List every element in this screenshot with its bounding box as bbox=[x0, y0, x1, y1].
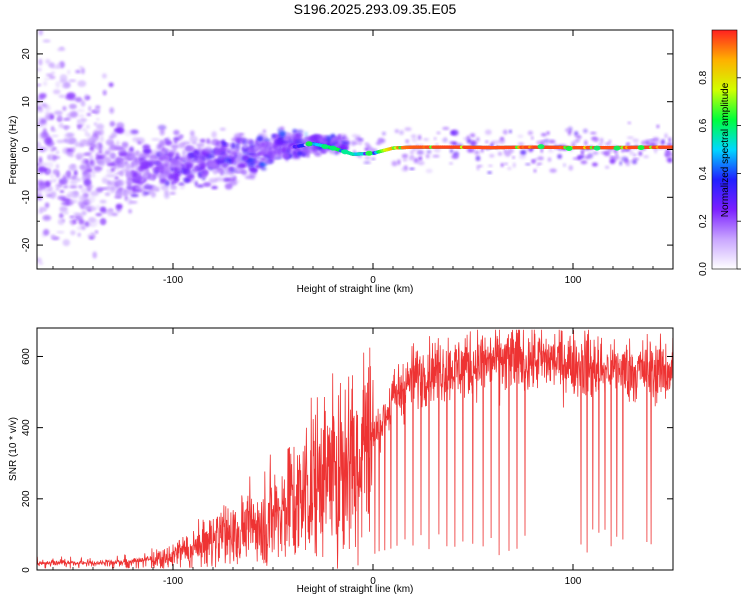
x-tick-label: -100 bbox=[163, 576, 183, 587]
spectrogram-xlabel: Height of straight line (km) bbox=[297, 284, 414, 295]
y-tick-label: 600 bbox=[21, 348, 32, 365]
spectrogram-ridge bbox=[290, 141, 673, 156]
chart-title: S196.2025.293.09.35.E05 bbox=[293, 1, 457, 17]
colorbar-tick-label: 0.2 bbox=[698, 214, 709, 228]
colorbar-frame bbox=[711, 29, 738, 270]
y-tick-label: -20 bbox=[21, 237, 32, 252]
x-tick-label: 0 bbox=[370, 275, 376, 286]
y-tick-label: 0 bbox=[21, 146, 32, 152]
colorbar-tick-label: 0.0 bbox=[698, 262, 709, 276]
snr-panel: -100 0 100 0 200 400 600 Height of straight li… bbox=[8, 327, 674, 595]
colorbar-tick-label: 0.4 bbox=[698, 166, 709, 180]
snr-xlabel: Height of straight line (km) bbox=[297, 584, 414, 595]
y-tick-label: 10 bbox=[21, 96, 32, 108]
spectrogram-ylabel: Frequency (Hz) bbox=[8, 116, 19, 185]
snr-series-line bbox=[37, 329, 673, 569]
snr-ticks: -100 0 100 0 200 400 600 bbox=[21, 328, 674, 587]
x-tick-label: 0 bbox=[370, 576, 376, 587]
colorbar-gradient bbox=[712, 30, 737, 269]
colorbar-ticks: 0.0 0.2 0.4 0.6 0.8 bbox=[698, 70, 741, 276]
x-tick-label: 100 bbox=[565, 275, 582, 286]
x-tick-label: -100 bbox=[163, 275, 183, 286]
snr-ylabel: SNR (10 * v/v) bbox=[8, 417, 19, 481]
y-tick-label: 200 bbox=[21, 490, 32, 507]
y-tick-label: 400 bbox=[21, 419, 32, 436]
colorbar: 0.0 0.2 0.4 0.6 0.8 Normalized spectral ampl… bbox=[698, 29, 741, 276]
y-tick-label: 20 bbox=[21, 48, 32, 60]
spectrogram-blobs bbox=[37, 30, 673, 265]
colorbar-label: Normalized spectral amplitude bbox=[720, 82, 731, 217]
y-tick-label: -10 bbox=[21, 190, 32, 205]
colorbar-tick-label: 0.6 bbox=[698, 118, 709, 132]
x-tick-label: 100 bbox=[565, 576, 582, 587]
y-tick-label: 0 bbox=[21, 567, 32, 573]
snr-frame bbox=[36, 327, 674, 571]
colorbar-tick-label: 0.8 bbox=[698, 70, 709, 84]
